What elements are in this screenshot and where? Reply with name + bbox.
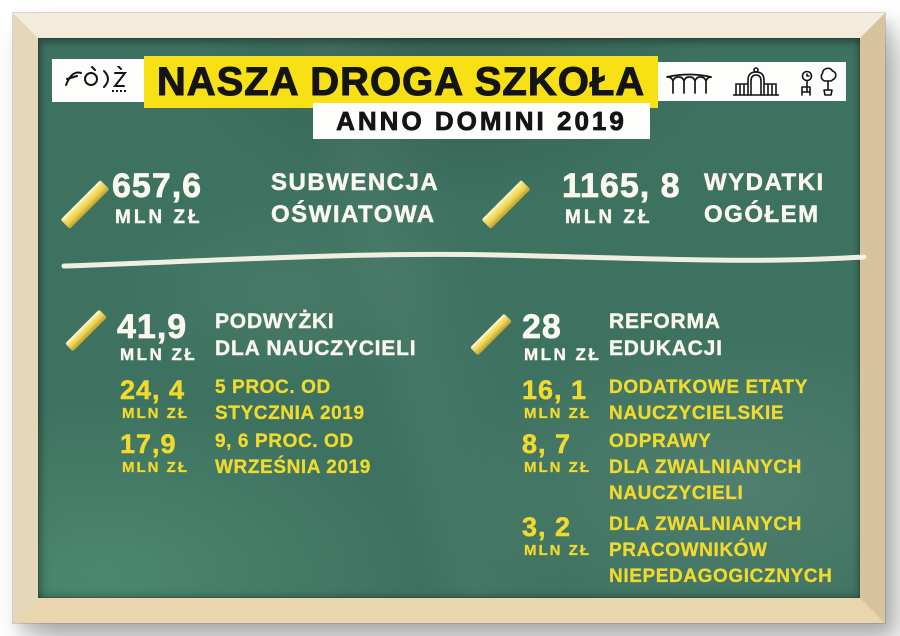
item-unit: MLN ZŁ <box>524 405 591 422</box>
lodz-city-logo-icon <box>65 65 128 92</box>
wooden-frame: NASZA DROGA SZKOŁA <box>13 13 885 623</box>
item-unit: MLN ZŁ <box>122 405 189 422</box>
section-value: 28 <box>522 308 562 346</box>
subtitle-text: ANNO DOMINI 2019 <box>336 105 627 136</box>
chalk-stick-icon <box>60 180 110 229</box>
item-unit: MLN ZŁ <box>122 459 189 476</box>
chalk-stick-icon <box>470 313 512 356</box>
landmarks-box <box>658 62 846 101</box>
item-label: DLA ZWALNIANYCH PRACOWNIKÓW NIEPEDAGOGIC… <box>609 514 833 587</box>
section-label: PODWYŻKI DLA NAUCZYCIELI <box>215 310 417 360</box>
stat-value: 1165, 8 <box>562 167 681 205</box>
stat-value: 657,6 <box>112 167 203 205</box>
page-title: NASZA DROGA SZKOŁA <box>156 59 646 104</box>
stat-unit: MLN ZŁ <box>565 207 653 228</box>
landmark-icons <box>665 66 839 98</box>
section-unit: MLN ZŁ <box>524 345 602 364</box>
title-banner: NASZA DROGA SZKOŁA <box>144 56 658 108</box>
stat-label: WYDATKI OGÓŁEM <box>704 169 825 229</box>
park-tree-clock-icon <box>801 66 837 96</box>
item-label: 9, 6 PROC. OD WRZEŚNIA 2019 <box>215 431 371 478</box>
item-label: DODATKOWE ETATY NAUCZYCIELSKIE <box>609 377 808 424</box>
item-value: 8, 7 <box>522 429 572 459</box>
stat-label: SUBWENCJA OŚWIATOWA <box>271 169 440 229</box>
section-value: 41,9 <box>117 308 188 346</box>
chalk-stick-icon <box>481 180 531 229</box>
viaduct-icon <box>666 73 712 94</box>
chalkboard: NASZA DROGA SZKOŁA <box>38 38 867 598</box>
item-value: 3, 2 <box>522 512 572 542</box>
chalk-divider-line <box>61 251 867 269</box>
item-label: ODPRAWY DLA ZWALNIANYCH NAUCZYCIELI <box>609 431 802 504</box>
item-unit: MLN ZŁ <box>524 459 591 476</box>
stat-unit: MLN ZŁ <box>115 207 203 228</box>
lodz-logo-box <box>52 59 144 102</box>
item-value: 17,9 <box>120 429 177 459</box>
item-value: 16, 1 <box>522 375 588 405</box>
item-value: 24, 4 <box>120 375 186 405</box>
subtitle-banner: ANNO DOMINI 2019 <box>313 103 650 139</box>
item-unit: MLN ZŁ <box>524 542 591 559</box>
section-unit: MLN ZŁ <box>120 345 198 364</box>
chalk-stick-icon <box>65 309 107 352</box>
item-label: 5 PROC. OD STYCZNIA 2019 <box>215 377 365 424</box>
section-label: REFORMA EDUKACJI <box>609 310 723 360</box>
gate-icon <box>733 66 779 96</box>
